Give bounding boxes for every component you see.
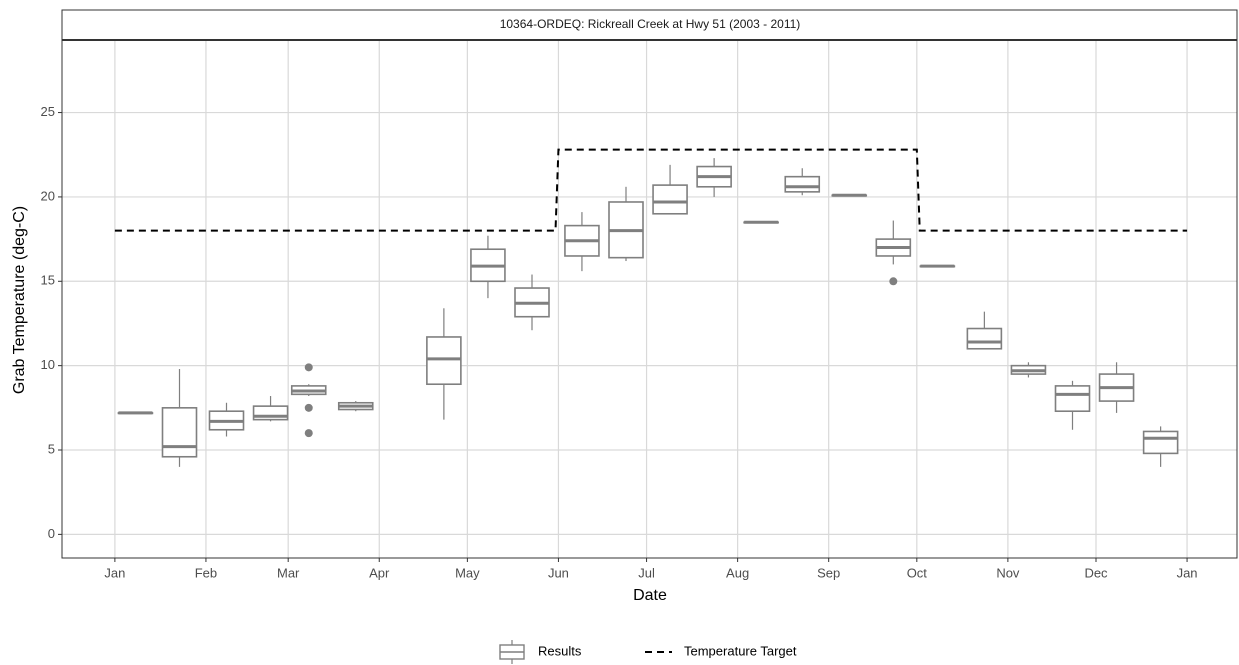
x-tick-label: Aug — [726, 565, 749, 580]
legend: Results Temperature Target — [499, 640, 797, 664]
box — [966, 327, 1003, 350]
x-tick-label: Sep — [817, 565, 840, 580]
x-tick-label: Apr — [369, 565, 390, 580]
strip — [61, 9, 1238, 41]
y-tick-label: 0 — [48, 526, 55, 541]
y-tick-label: 15 — [41, 273, 55, 288]
x-tick-label: Jun — [548, 565, 569, 580]
x-tick-label: Dec — [1084, 565, 1108, 580]
y-tick-label: 20 — [41, 188, 55, 203]
box — [784, 175, 821, 193]
box — [652, 184, 688, 215]
outlier — [304, 403, 313, 412]
outlier — [304, 363, 313, 372]
target-line — [114, 148, 1188, 232]
x-tick-label: Jan — [1177, 565, 1198, 580]
plot-data — [114, 148, 1188, 467]
box — [161, 407, 198, 458]
y-axis-title: Grab Temperature (deg-C) — [11, 206, 28, 394]
grid — [62, 40, 1237, 558]
x-tick-label: Jul — [638, 565, 655, 580]
outlier — [304, 429, 313, 438]
y-tick-label: 25 — [41, 104, 55, 119]
chart-title: 10364-ORDEQ: Rickreall Creek at Hwy 51 (… — [500, 17, 801, 31]
legend-label: Results — [538, 643, 582, 658]
legend-label: Temperature Target — [684, 643, 797, 658]
outlier — [889, 277, 898, 286]
box — [426, 336, 462, 386]
x-axis-title: Date — [633, 587, 667, 604]
x-tick-label: Jan — [104, 565, 125, 580]
box — [1142, 430, 1179, 455]
x-tick-label: Nov — [996, 565, 1020, 580]
x-tick-label: Oct — [907, 565, 928, 580]
y-tick-label: 10 — [41, 357, 55, 372]
x-tick-label: Feb — [195, 565, 217, 580]
x-tick-label: May — [455, 565, 480, 580]
box — [1054, 385, 1091, 413]
x-tick-label: Mar — [277, 565, 300, 580]
y-tick-label: 5 — [48, 441, 55, 456]
